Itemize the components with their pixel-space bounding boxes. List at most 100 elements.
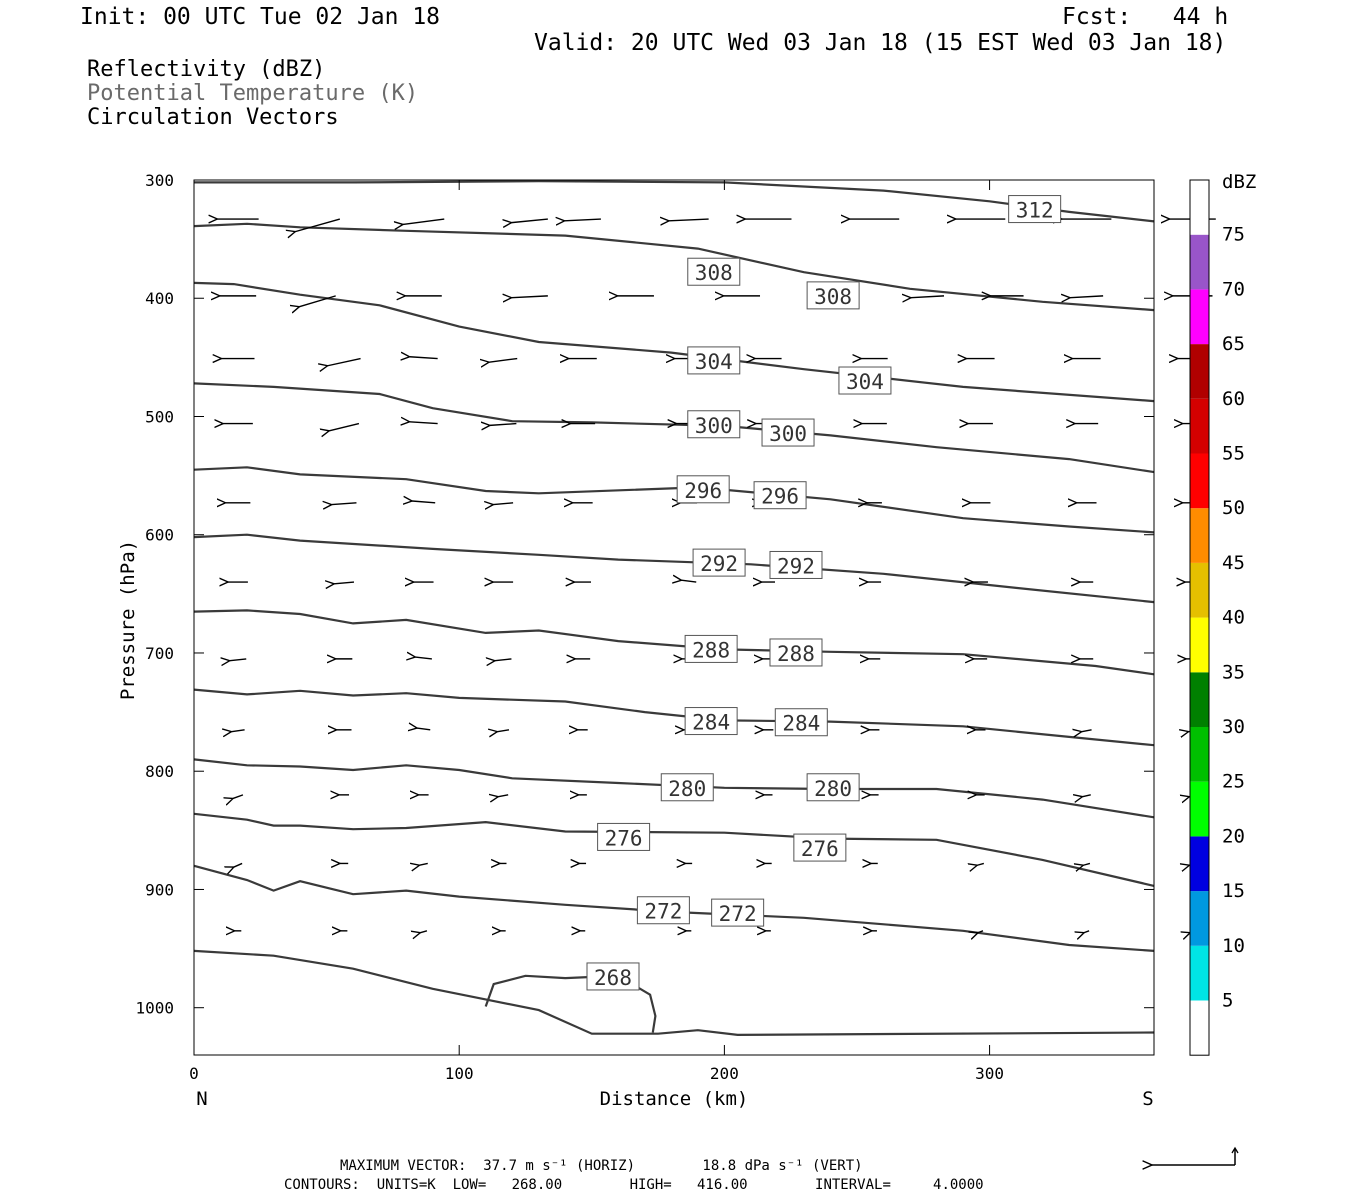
circulation-vector bbox=[334, 582, 355, 584]
colorbar-segment bbox=[1190, 398, 1209, 454]
contour-label-box bbox=[769, 638, 823, 667]
contour-label: 268 bbox=[594, 966, 632, 990]
colorbar-tick-label: 25 bbox=[1222, 771, 1245, 793]
contour-label-box bbox=[687, 257, 741, 286]
colorbar-title: dBZ bbox=[1222, 171, 1256, 193]
theta-contour-268 bbox=[193, 949, 1155, 1037]
circulation-vector bbox=[495, 659, 512, 661]
y-axis-label: Pressure (hPa) bbox=[117, 540, 139, 700]
colorbar-tick-label: 60 bbox=[1222, 388, 1245, 410]
theta-contour-304 bbox=[193, 281, 1155, 403]
contour-label: 288 bbox=[777, 642, 815, 666]
contour-label: 296 bbox=[761, 485, 799, 509]
contour-label: 280 bbox=[668, 777, 706, 801]
legend-potential-temperature: Potential Temperature (K) bbox=[87, 81, 419, 106]
contour-label-box bbox=[687, 410, 741, 439]
colorbar-segment bbox=[1190, 781, 1209, 837]
theta-contour-272 bbox=[193, 864, 1155, 952]
contour-label: 272 bbox=[644, 900, 682, 924]
contour-label-box bbox=[1008, 195, 1062, 224]
y-tick-label: 600 bbox=[145, 526, 174, 545]
circulation-vector bbox=[489, 357, 518, 363]
circulation-vector bbox=[230, 659, 247, 661]
x-tick-label: 300 bbox=[975, 1064, 1004, 1083]
legend-reflectivity: Reflectivity (dBZ) bbox=[87, 57, 326, 82]
contour-label: 312 bbox=[1016, 199, 1054, 223]
x-axis-label: Distance (km) bbox=[600, 1088, 749, 1110]
colorbar-tick-label: 5 bbox=[1222, 990, 1233, 1012]
x-end-right-label: S bbox=[1142, 1088, 1153, 1110]
circulation-vector bbox=[1082, 730, 1092, 732]
contour-label-box bbox=[636, 896, 690, 925]
circulation-vector bbox=[231, 730, 245, 732]
colorbar-tick-label: 35 bbox=[1222, 661, 1245, 683]
circulation-vector bbox=[512, 296, 548, 298]
colorbar-tick-label: 40 bbox=[1222, 607, 1245, 629]
contour-label: 308 bbox=[695, 261, 733, 285]
contour-label: 284 bbox=[692, 711, 730, 735]
colorbar-tick-label: 10 bbox=[1222, 935, 1245, 957]
circulation-vector bbox=[412, 501, 436, 503]
colorbar-tick-label: 45 bbox=[1222, 552, 1245, 574]
contour-label-box bbox=[692, 548, 746, 577]
circulation-vector bbox=[420, 863, 428, 865]
colorbar-tick-label: 15 bbox=[1222, 880, 1245, 902]
circulation-vector bbox=[403, 218, 445, 224]
contour-label-box bbox=[597, 822, 651, 851]
colorbar-segment bbox=[1190, 508, 1209, 563]
circulation-vector bbox=[978, 930, 984, 933]
theta-contour-276 bbox=[193, 812, 1155, 887]
circulation-vector bbox=[415, 657, 432, 659]
circulation-vector bbox=[299, 295, 336, 307]
plot-frame bbox=[193, 179, 1155, 1056]
contour-label: 276 bbox=[801, 837, 839, 861]
contour-label-box bbox=[660, 773, 714, 802]
contour-label-box bbox=[586, 962, 640, 991]
contour-label-box bbox=[684, 707, 738, 736]
colorbar-tick-label: 30 bbox=[1222, 716, 1245, 738]
colorbar-segment bbox=[1190, 289, 1209, 345]
contour-label: 280 bbox=[814, 777, 852, 801]
contour-label-box bbox=[684, 634, 738, 663]
init-time: Init: 00 UTC Tue 02 Jan 18 bbox=[80, 4, 441, 30]
contour-label-box bbox=[753, 481, 807, 510]
contour-label-box bbox=[806, 281, 860, 310]
y-tick-label: 300 bbox=[145, 171, 174, 190]
theta-contour-292 bbox=[193, 533, 1155, 604]
circulation-vector bbox=[977, 862, 985, 865]
legend-circulation-vectors: Circulation Vectors bbox=[87, 105, 339, 130]
y-tick-label: 400 bbox=[145, 289, 174, 308]
contour-label-box bbox=[761, 418, 815, 447]
circulation-vector bbox=[493, 503, 514, 505]
forecast-hour: Fcst: 44 h bbox=[1062, 4, 1229, 30]
reference-vector-vertical-head bbox=[1231, 1146, 1239, 1154]
colorbar-tick-label: 50 bbox=[1222, 497, 1245, 519]
theta-contour-284 bbox=[193, 688, 1155, 747]
contour-label: 292 bbox=[777, 554, 815, 578]
y-tick-label: 500 bbox=[145, 407, 174, 426]
contour-label: 304 bbox=[846, 370, 884, 394]
contour-label: 292 bbox=[700, 552, 738, 576]
colorbar-frame bbox=[1189, 179, 1210, 1056]
contour-label-box bbox=[793, 833, 847, 862]
contour-label: 288 bbox=[692, 638, 730, 662]
colorbar-segment bbox=[1190, 1000, 1209, 1056]
contour-label-box bbox=[687, 346, 741, 375]
contour-label: 272 bbox=[719, 902, 757, 926]
contour-label: 300 bbox=[695, 414, 733, 438]
circulation-vector bbox=[490, 424, 517, 426]
contour-label-box bbox=[769, 550, 823, 579]
colorbar-segment bbox=[1190, 891, 1209, 946]
colorbar-tick-label: 55 bbox=[1222, 443, 1245, 465]
circulation-vector bbox=[410, 422, 438, 424]
circulation-vector bbox=[420, 930, 428, 933]
contour-label: 308 bbox=[814, 285, 852, 309]
circulation-vector bbox=[410, 357, 438, 359]
colorbar-segment bbox=[1190, 672, 1209, 727]
circulation-vector bbox=[332, 503, 357, 505]
contour-label: 284 bbox=[782, 712, 820, 736]
circulation-vector bbox=[512, 218, 548, 223]
circulation-vector bbox=[417, 728, 431, 730]
contour-label: 304 bbox=[695, 350, 733, 374]
colorbar-tick-label: 20 bbox=[1222, 825, 1245, 847]
